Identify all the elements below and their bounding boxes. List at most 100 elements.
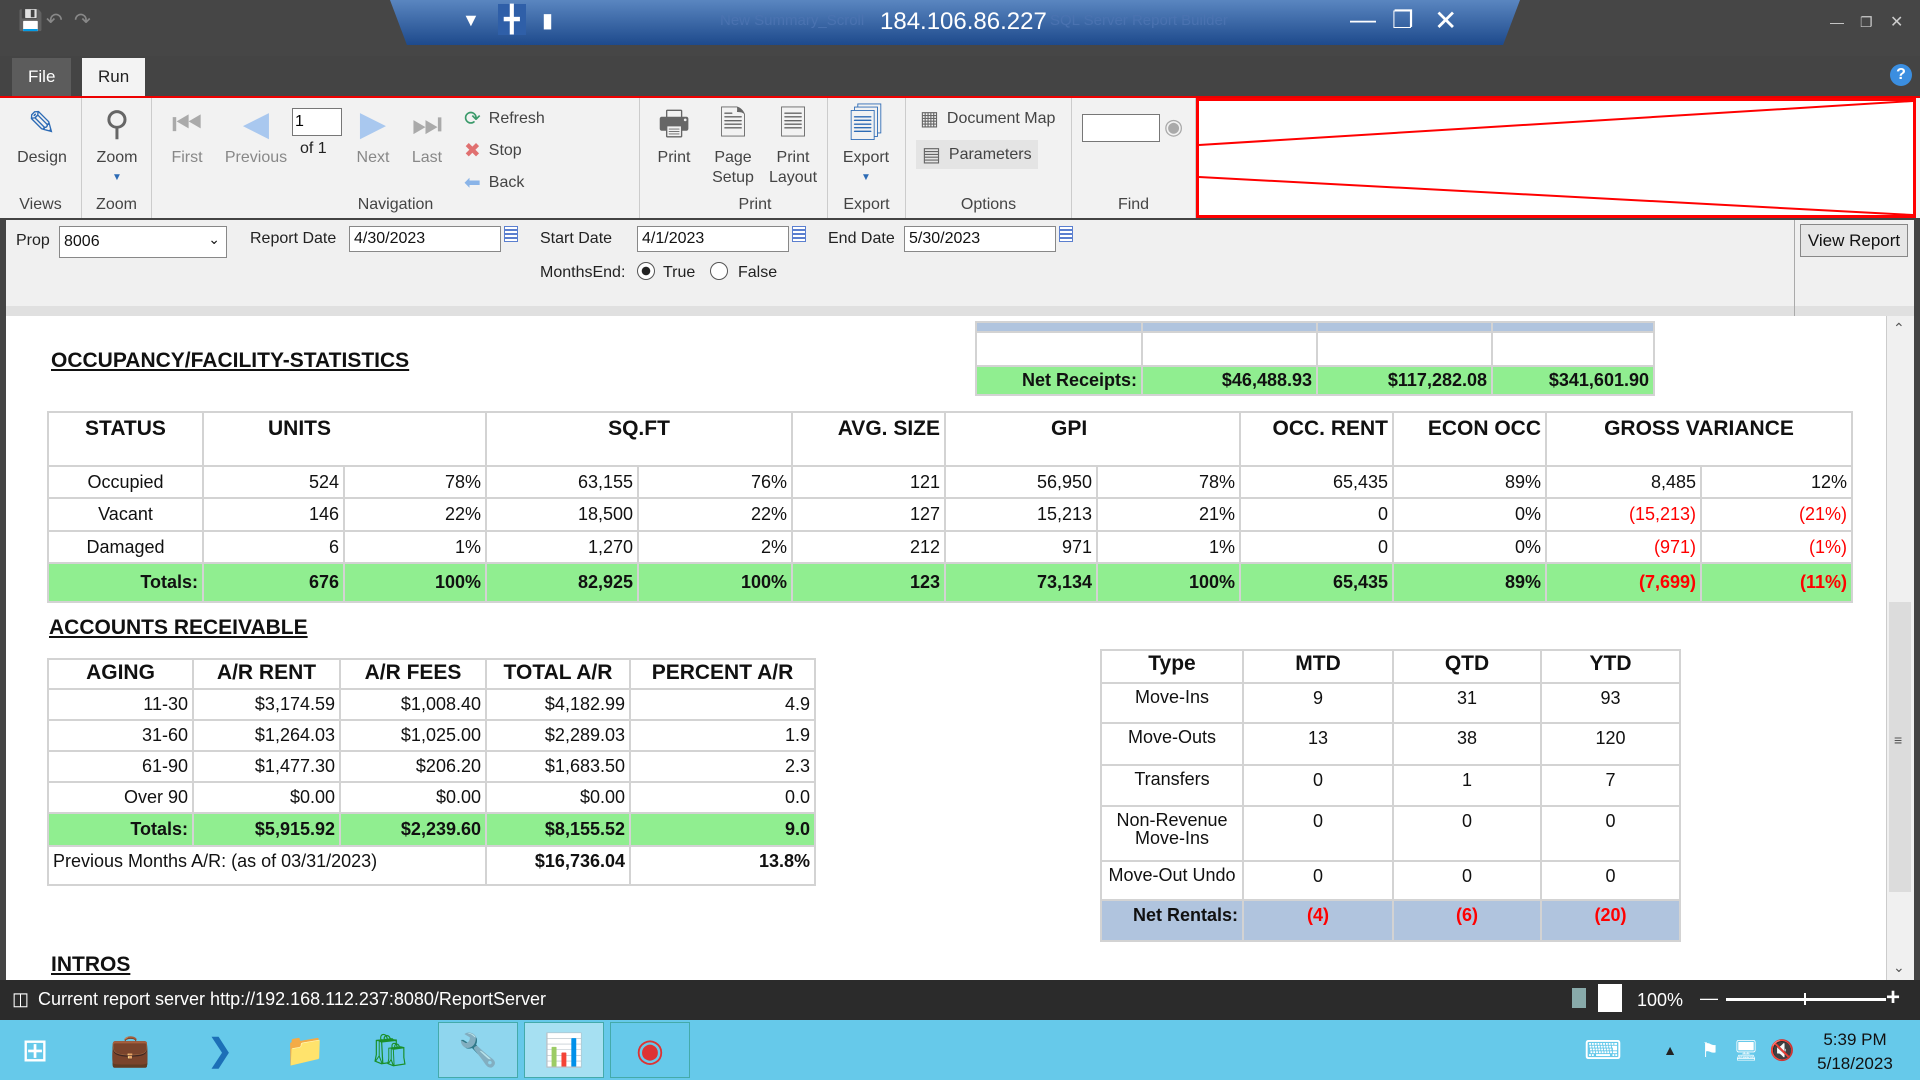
next-button[interactable]: ▶ Next — [348, 98, 398, 168]
tab-run[interactable]: Run — [82, 58, 146, 96]
report-date-input[interactable]: 4/30/2023 — [349, 226, 501, 252]
signal-icon: ▮ — [542, 10, 554, 32]
table-cell: Occupied — [47, 465, 204, 499]
print-label: Print — [657, 149, 691, 166]
design-button[interactable]: ✎ Design — [10, 98, 74, 168]
zoom-button[interactable]: ⚲ Zoom ▼ — [86, 98, 148, 188]
volume-muted-icon[interactable]: 🔇 — [1769, 1039, 1795, 1062]
zoom-slider[interactable] — [1726, 993, 1886, 1005]
powershell-icon[interactable]: ❯ — [206, 1032, 234, 1068]
find-input[interactable] — [1082, 114, 1160, 142]
rdp-restore-button[interactable]: ❐ — [1392, 7, 1414, 34]
start-button[interactable]: ⊞ — [21, 1032, 49, 1068]
table-cell: $1,025.00 — [339, 719, 487, 752]
previous-button[interactable]: ◀ Previous — [218, 98, 294, 168]
end-date-input[interactable]: 5/30/2023 — [904, 226, 1056, 252]
view-report-button[interactable]: View Report — [1800, 224, 1908, 257]
end-date-label: End Date — [828, 230, 895, 247]
chevron-down-icon: ⌄ — [208, 231, 220, 247]
report-builder-tools-icon[interactable]: 🔧 — [438, 1022, 518, 1078]
minimize-button[interactable]: — — [1830, 14, 1844, 30]
table-cell: 13 — [1242, 722, 1394, 766]
prop-select[interactable]: 8006 ⌄ — [59, 226, 227, 258]
table-cell: 127 — [791, 497, 946, 532]
store-icon[interactable]: 🛍 — [369, 1032, 411, 1068]
table-header-row: AGING A/R RENT A/R FEES TOTAL A/R PERCEN… — [47, 658, 816, 690]
table-cell: 78% — [343, 465, 487, 499]
print-group: 🖶 Print 🗎 Page Setup 🗏 Print Layout Print — [640, 98, 828, 218]
file-explorer-icon[interactable]: 📁 — [285, 1032, 325, 1068]
back-button[interactable]: ⬅ Back — [464, 170, 524, 195]
table-cell: 0% — [1392, 497, 1547, 532]
table-cell: $5,915.92 — [192, 812, 341, 847]
calendar-icon[interactable] — [504, 226, 518, 242]
clock[interactable]: 5:39 PM 5/18/2023 — [1800, 1028, 1910, 1076]
report-builder-icon[interactable]: 📊 — [524, 1022, 604, 1078]
months-end-true-radio[interactable] — [637, 262, 655, 280]
column-header: GPI — [944, 411, 1241, 467]
vertical-scrollbar[interactable]: ⌃ ≡ ⌄ — [1886, 316, 1914, 980]
stop-button[interactable]: ✖ Stop — [464, 138, 522, 163]
first-button[interactable]: ⏮ First — [162, 98, 212, 168]
page-setup-icon: 🗎 — [719, 105, 747, 143]
page-setup-button[interactable]: 🗎 Page Setup — [706, 98, 760, 188]
restore-button[interactable]: ❐ — [1860, 14, 1873, 30]
net-receipts-table: Net Receipts: $46,488.93 $117,282.08 $341,6… — [975, 321, 1655, 396]
table-cell: 146 — [202, 497, 345, 532]
page-number-input[interactable] — [292, 108, 342, 136]
export-button[interactable]: 🗐 Export ▼ — [834, 98, 898, 188]
parameters-button[interactable]: ▤ Parameters — [916, 140, 1038, 169]
column-header: A/R FEES — [339, 658, 487, 690]
dropdown-icon[interactable]: ▼ — [462, 10, 480, 30]
scroll-up-icon[interactable]: ⌃ — [1893, 320, 1905, 336]
status-bar: ◫ Current report server http://192.168.1… — [0, 980, 1920, 1020]
page-view-icon[interactable] — [1572, 988, 1586, 1008]
save-icon[interactable]: 💾 — [18, 10, 43, 32]
document-map-button[interactable]: ▦ Document Map — [920, 106, 1055, 131]
scroll-thumb[interactable]: ≡ — [1889, 602, 1911, 892]
table-cell: 1.9 — [629, 719, 816, 752]
chrome-icon[interactable]: ◉ — [610, 1022, 690, 1078]
table-row: Over 90 $0.00 $0.00 $0.00 0.0 — [47, 781, 816, 814]
pin-icon[interactable]: ╋ — [498, 4, 526, 35]
network-icon[interactable]: 🖥 — [1733, 1039, 1759, 1062]
help-icon[interactable]: ? — [1890, 64, 1912, 86]
server-manager-icon[interactable]: 💼 — [110, 1032, 150, 1068]
table-cell: Move-Ins — [1100, 682, 1244, 724]
calendar-icon[interactable] — [792, 226, 806, 242]
action-center-flag-icon[interactable]: ⚑ — [1701, 1039, 1719, 1062]
tab-file[interactable]: File — [12, 58, 72, 96]
table-cell: Transfers — [1100, 764, 1244, 807]
rdp-minimize-button[interactable]: — — [1350, 4, 1376, 34]
undo-icon[interactable]: ↶ — [46, 10, 63, 32]
binoculars-icon[interactable]: ◉ — [1164, 114, 1184, 139]
column-header: AVG. SIZE — [791, 411, 946, 467]
zoom-out-icon[interactable]: — — [1700, 988, 1718, 1008]
table-cell: $1,264.03 — [192, 719, 341, 752]
table-cell: 0% — [1392, 530, 1547, 564]
zoom-in-icon[interactable]: + — [1886, 984, 1901, 1011]
scroll-down-icon[interactable]: ⌄ — [1893, 959, 1905, 975]
print-layout-icon[interactable] — [1598, 984, 1622, 1012]
rdp-close-button[interactable]: ✕ — [1434, 5, 1458, 36]
redo-icon[interactable]: ↷ — [74, 10, 91, 32]
last-button[interactable]: ⏭ Last — [402, 98, 452, 168]
table-cell: (1%) — [1700, 530, 1853, 564]
print-button[interactable]: 🖶 Print — [648, 98, 700, 168]
print-layout-button[interactable]: 🗏 Print Layout — [764, 98, 822, 188]
net-receipts-label: Net Receipts: — [975, 365, 1143, 396]
first-label: First — [171, 149, 203, 166]
column-header: QTD — [1392, 649, 1542, 684]
views-group-label: Views — [19, 196, 62, 213]
refresh-button[interactable]: ⟳ Refresh — [464, 106, 545, 131]
find-group: ◉ Find — [1072, 98, 1196, 218]
net-receipts-mtd: $46,488.93 — [1141, 365, 1318, 396]
table-cell: 78% — [1096, 465, 1241, 499]
months-end-false-radio[interactable] — [710, 262, 728, 280]
start-date-input[interactable]: 4/1/2023 — [637, 226, 789, 252]
show-hidden-icons[interactable]: ▲ — [1663, 1042, 1677, 1058]
close-button[interactable]: ✕ — [1890, 14, 1904, 31]
start-date-label: Start Date — [540, 230, 613, 247]
keyboard-icon[interactable]: ⌨ — [1584, 1034, 1622, 1065]
calendar-icon[interactable] — [1059, 226, 1073, 242]
